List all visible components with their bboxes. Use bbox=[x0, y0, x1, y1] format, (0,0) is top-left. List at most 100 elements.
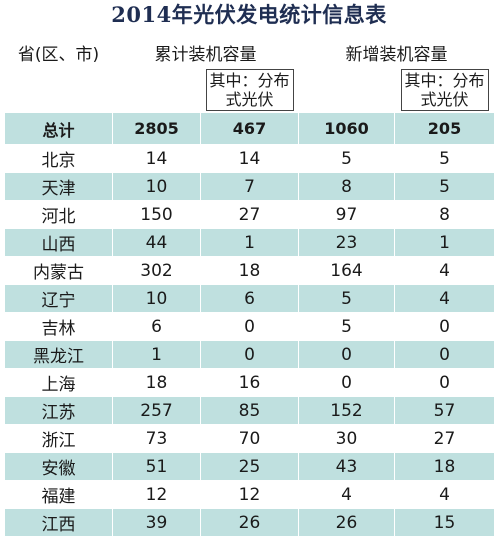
header-new: 新增装机容量 bbox=[298, 36, 495, 68]
cumulative-distributed: 70 bbox=[200, 424, 299, 453]
cumulative-capacity: 12 bbox=[112, 480, 201, 509]
new-distributed: 5 bbox=[394, 172, 495, 201]
header-row-2: 其中：分布式光伏 其中：分布式光伏 bbox=[4, 67, 495, 113]
cumulative-distributed: 85 bbox=[200, 396, 299, 425]
new-capacity: 8 bbox=[298, 172, 395, 201]
new-distributed: 15 bbox=[394, 508, 495, 537]
new-capacity: 26 bbox=[298, 508, 395, 537]
region-name: 北京 bbox=[4, 144, 113, 173]
table-row: 安徽 51 25 43 18 bbox=[4, 452, 495, 481]
cumulative-capacity: 39 bbox=[112, 508, 201, 537]
new-distributed: 0 bbox=[394, 312, 495, 341]
cumulative-capacity: 257 bbox=[112, 396, 201, 425]
new-distributed: 57 bbox=[394, 396, 495, 425]
new-distributed: 0 bbox=[394, 340, 495, 369]
cumulative-distributed: 16 bbox=[200, 368, 299, 397]
new-capacity: 5 bbox=[298, 312, 395, 341]
new-distributed: 4 bbox=[394, 284, 495, 313]
header-cumulative: 累计装机容量 bbox=[112, 36, 299, 68]
cumulative-capacity: 1 bbox=[112, 340, 201, 369]
table-row: 吉林 6 0 5 0 bbox=[4, 312, 495, 341]
cumulative-capacity: 51 bbox=[112, 452, 201, 481]
new-capacity: 5 bbox=[298, 284, 395, 313]
new-capacity: 5 bbox=[298, 144, 395, 173]
new-distributed: 0 bbox=[394, 368, 495, 397]
cumulative-capacity: 10 bbox=[112, 284, 201, 313]
sub-cumulative-label: 其中：分布式光伏 bbox=[205, 69, 294, 111]
cumulative-capacity: 6 bbox=[112, 312, 201, 341]
cumulative-distributed: 26 bbox=[200, 508, 299, 537]
cumulative-distributed: 12 bbox=[200, 480, 299, 509]
cumulative-capacity: 44 bbox=[112, 228, 201, 257]
new-capacity: 30 bbox=[298, 424, 395, 453]
new-distributed: 8 bbox=[394, 200, 495, 229]
region-name: 河北 bbox=[4, 200, 113, 229]
table-row: 黑龙江 1 0 0 0 bbox=[4, 340, 495, 369]
new-capacity: 0 bbox=[298, 340, 395, 369]
table-row: 江西 39 26 26 15 bbox=[4, 508, 495, 537]
new-distributed: 27 bbox=[394, 424, 495, 453]
new-capacity: 152 bbox=[298, 396, 395, 425]
cumulative-capacity: 18 bbox=[112, 368, 201, 397]
table-row: 天津 10 7 8 5 bbox=[4, 172, 495, 201]
total-new: 1060 bbox=[298, 112, 395, 145]
cumulative-capacity: 150 bbox=[112, 200, 201, 229]
total-cumulative-distributed: 467 bbox=[200, 112, 299, 145]
region-name: 天津 bbox=[4, 172, 113, 201]
table-row: 福建 12 12 4 4 bbox=[4, 480, 495, 509]
region-name: 江西 bbox=[4, 508, 113, 537]
header-sub-cumulative: 其中：分布式光伏 bbox=[200, 67, 299, 113]
cumulative-capacity: 10 bbox=[112, 172, 201, 201]
region-name: 江苏 bbox=[4, 396, 113, 425]
total-label: 总计 bbox=[4, 112, 113, 145]
total-row: 总计 2805 467 1060 205 bbox=[4, 112, 495, 145]
table-row: 山西 44 1 23 1 bbox=[4, 228, 495, 257]
new-capacity: 97 bbox=[298, 200, 395, 229]
cumulative-distributed: 0 bbox=[200, 340, 299, 369]
total-new-distributed: 205 bbox=[394, 112, 495, 145]
table-row: 内蒙古 302 18 164 4 bbox=[4, 256, 495, 285]
new-distributed: 1 bbox=[394, 228, 495, 257]
cumulative-distributed: 27 bbox=[200, 200, 299, 229]
cumulative-distributed: 6 bbox=[200, 284, 299, 313]
cumulative-capacity: 73 bbox=[112, 424, 201, 453]
header-sub-new: 其中：分布式光伏 bbox=[394, 67, 495, 113]
table-row: 辽宁 10 6 5 4 bbox=[4, 284, 495, 313]
header-blank-cumulative bbox=[112, 67, 201, 113]
region-name: 吉林 bbox=[4, 312, 113, 341]
cumulative-distributed: 25 bbox=[200, 452, 299, 481]
region-name: 上海 bbox=[4, 368, 113, 397]
new-distributed: 4 bbox=[394, 480, 495, 509]
cumulative-distributed: 0 bbox=[200, 312, 299, 341]
cumulative-distributed: 1 bbox=[200, 228, 299, 257]
cumulative-distributed: 7 bbox=[200, 172, 299, 201]
region-name: 浙江 bbox=[4, 424, 113, 453]
new-capacity: 0 bbox=[298, 368, 395, 397]
new-distributed: 4 bbox=[394, 256, 495, 285]
table-row: 上海 18 16 0 0 bbox=[4, 368, 495, 397]
pv-statistics-table: 省(区、市) 累计装机容量 新增装机容量 其中：分布式光伏 其中：分布式光伏 总… bbox=[4, 36, 495, 537]
new-distributed: 18 bbox=[394, 452, 495, 481]
table-title: 2014年光伏发电统计信息表 bbox=[111, 2, 387, 27]
region-name: 福建 bbox=[4, 480, 113, 509]
header-region: 省(区、市) bbox=[4, 36, 113, 68]
region-name: 辽宁 bbox=[4, 284, 113, 313]
sub-new-label: 其中：分布式光伏 bbox=[400, 69, 489, 111]
region-name: 安徽 bbox=[4, 452, 113, 481]
region-name: 黑龙江 bbox=[4, 340, 113, 369]
total-cumulative: 2805 bbox=[112, 112, 201, 145]
table-body: 总计 2805 467 1060 205 北京 14 14 5 5 天津 10 7 8 5 河北 15… bbox=[4, 112, 495, 537]
table-row: 河北 150 27 97 8 bbox=[4, 200, 495, 229]
new-distributed: 5 bbox=[394, 144, 495, 173]
table-row: 北京 14 14 5 5 bbox=[4, 144, 495, 173]
new-capacity: 4 bbox=[298, 480, 395, 509]
table-row: 江苏 257 85 152 57 bbox=[4, 396, 495, 425]
header-blank-new bbox=[298, 67, 395, 113]
region-name: 内蒙古 bbox=[4, 256, 113, 285]
header-row-1: 省(区、市) 累计装机容量 新增装机容量 bbox=[4, 36, 495, 68]
table-row: 浙江 73 70 30 27 bbox=[4, 424, 495, 453]
cumulative-capacity: 302 bbox=[112, 256, 201, 285]
new-capacity: 164 bbox=[298, 256, 395, 285]
new-capacity: 43 bbox=[298, 452, 395, 481]
